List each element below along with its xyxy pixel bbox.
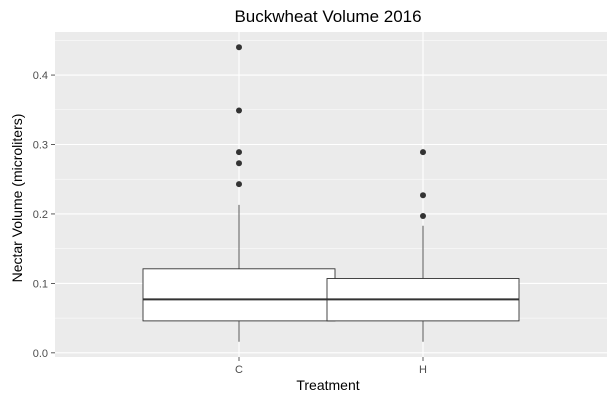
y-tick-label: 0.1 xyxy=(33,278,48,290)
outlier-point xyxy=(420,213,426,220)
x-axis-title: Treatment xyxy=(296,377,359,393)
y-tick-label: 0.4 xyxy=(33,70,48,82)
box-group-H xyxy=(326,149,520,342)
y-tick-label: 0.0 xyxy=(33,348,48,360)
outlier-point xyxy=(236,160,242,167)
y-tick-label: 0.3 xyxy=(33,140,48,152)
outlier-point xyxy=(236,149,242,156)
box-group-C xyxy=(142,44,336,342)
y-axis-title: Nectar Volume (microliters) xyxy=(9,114,25,283)
y-tick-label: 0.2 xyxy=(33,209,48,221)
y-axis: 0.0 0.1 0.2 0.3 0.4 xyxy=(33,70,55,360)
outlier-point xyxy=(236,181,242,188)
x-tick-label-C: C xyxy=(235,364,243,376)
outlier-point xyxy=(420,149,426,156)
x-tick-label-H: H xyxy=(419,364,427,376)
outlier-point xyxy=(420,192,426,199)
chart-title: Buckwheat Volume 2016 xyxy=(234,7,421,26)
box-iqr xyxy=(142,268,336,322)
outlier-point xyxy=(236,44,242,51)
outlier-point xyxy=(236,107,242,114)
boxes xyxy=(142,44,520,342)
